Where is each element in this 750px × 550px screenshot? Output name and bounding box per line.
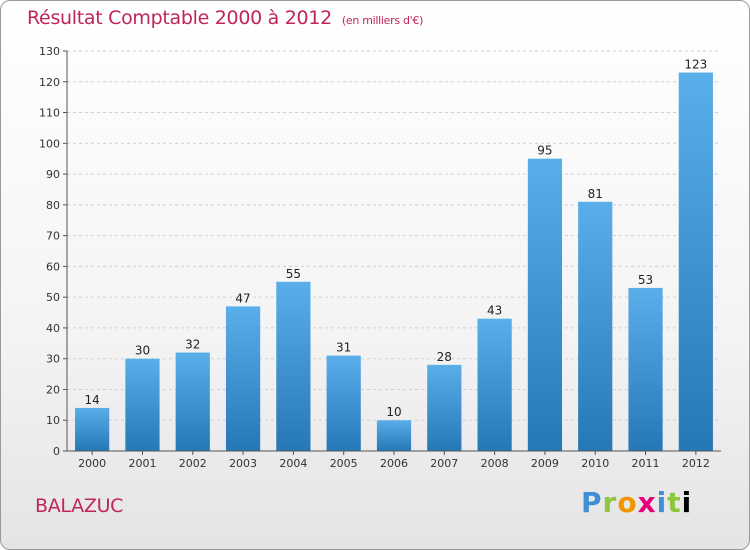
x-tick-label-2001: 2001 bbox=[128, 457, 156, 470]
grid-lines bbox=[67, 50, 721, 452]
value-label-2001: 30 bbox=[135, 344, 150, 358]
y-axis: 0 10 20 30 40 50 60 70 80 90 100 110 120 130 bbox=[39, 45, 68, 458]
y-tick-label: 120 bbox=[39, 76, 60, 89]
x-tick-label-2000: 2000 bbox=[78, 457, 106, 470]
bar-2008 bbox=[477, 318, 512, 451]
x-tick-label-2007: 2007 bbox=[430, 457, 458, 470]
y-tick-label: 50 bbox=[46, 291, 60, 304]
value-label-2005: 31 bbox=[336, 341, 351, 355]
value-label-2002: 32 bbox=[185, 338, 200, 352]
value-label-2010: 81 bbox=[588, 187, 603, 201]
x-tick-label-2012: 2012 bbox=[682, 457, 710, 470]
value-label-2008: 43 bbox=[487, 304, 502, 318]
value-label-2003: 47 bbox=[235, 291, 250, 305]
bars: 14 30 32 47 55 31 10 28 43 95 81 53 123 bbox=[75, 58, 713, 452]
bar-2001 bbox=[125, 358, 160, 451]
bar-2003 bbox=[225, 306, 261, 451]
value-label-2009: 95 bbox=[537, 144, 552, 158]
value-label-2000: 14 bbox=[85, 393, 100, 407]
y-tick-label: 30 bbox=[46, 353, 60, 366]
bar-2000 bbox=[75, 407, 110, 451]
chart-subtitle: (en milliers d'€) bbox=[341, 14, 424, 27]
y-tick-label: 10 bbox=[46, 414, 60, 427]
value-label-2004: 55 bbox=[286, 267, 301, 281]
value-label-2006: 10 bbox=[386, 405, 401, 419]
y-tick-label: 100 bbox=[39, 137, 60, 150]
x-tick-label-2010: 2010 bbox=[581, 457, 609, 470]
value-label-2011: 53 bbox=[638, 273, 653, 287]
chart-title: Résultat Comptable 2000 à 2012 (en millie… bbox=[27, 7, 423, 29]
chart-title-text: Résultat Comptable 2000 à 2012 bbox=[27, 7, 332, 29]
bar-2004 bbox=[276, 281, 311, 451]
bar-2009 bbox=[527, 158, 563, 451]
y-tick-label: 110 bbox=[39, 107, 60, 120]
bar-2006 bbox=[376, 420, 412, 451]
y-tick-label: 80 bbox=[46, 199, 60, 212]
bar-2005 bbox=[326, 355, 361, 451]
x-tick-label-2004: 2004 bbox=[279, 457, 307, 470]
x-tick-label-2002: 2002 bbox=[179, 457, 207, 470]
y-tick-label: 90 bbox=[46, 168, 60, 181]
y-tick-label: 70 bbox=[46, 230, 60, 243]
x-tick-label-2011: 2011 bbox=[632, 457, 660, 470]
place-name: BALAZUC bbox=[35, 495, 124, 517]
x-tick-label-2003: 2003 bbox=[229, 457, 257, 470]
y-tick-label: 60 bbox=[46, 260, 60, 273]
bar-2011 bbox=[628, 287, 663, 451]
bar-2002 bbox=[175, 352, 210, 451]
y-tick-label: 20 bbox=[46, 383, 60, 396]
x-tick-label-2005: 2005 bbox=[330, 457, 358, 470]
y-tick-label: 40 bbox=[46, 322, 60, 335]
bar-2010 bbox=[578, 201, 613, 451]
proxiti-logo: Proxiti bbox=[581, 486, 693, 519]
x-tick-label-2006: 2006 bbox=[380, 457, 408, 470]
value-label-2012: 123 bbox=[684, 58, 707, 72]
bar-2007 bbox=[427, 364, 462, 451]
value-label-2007: 28 bbox=[437, 350, 452, 364]
bar-2012 bbox=[678, 72, 713, 452]
x-tick-label-2008: 2008 bbox=[481, 457, 509, 470]
y-tick-label: 130 bbox=[39, 45, 60, 58]
y-tick-label: 0 bbox=[53, 445, 60, 458]
x-tick-label-2009: 2009 bbox=[531, 457, 559, 470]
x-axis: 2000 2001 2002 2003 2004 2005 2006 2007 2008 2009… bbox=[67, 450, 721, 470]
